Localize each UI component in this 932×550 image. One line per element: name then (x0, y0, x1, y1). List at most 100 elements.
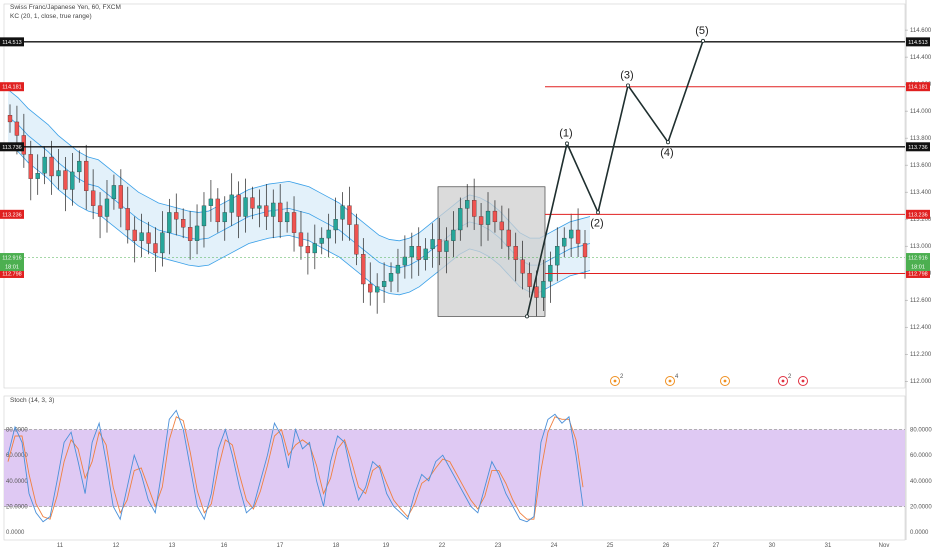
level-tag-label-right: 114.181 (908, 85, 927, 91)
candle-body (28, 154, 33, 179)
candle-body (146, 232, 151, 244)
price-tick-label: 113.200 (910, 217, 932, 223)
wave-node (525, 314, 530, 319)
x-tick-label: 24 (551, 543, 558, 549)
x-tick-label: 17 (277, 543, 284, 549)
price-tick-label: 112.400 (910, 325, 932, 331)
stoch-tick-left: 0.0000 (6, 530, 25, 536)
candle-body (222, 212, 227, 223)
wave-node (626, 83, 631, 88)
candle-body (257, 205, 262, 209)
wave-label-5: (5) (695, 25, 708, 37)
price-tick-label: 113.800 (910, 136, 932, 142)
stoch-tick-left: 20.0000 (6, 504, 28, 510)
wave-label-4: (4) (660, 147, 673, 159)
candle-body (575, 229, 581, 244)
candle-body (381, 281, 387, 287)
elliott-wave-path (526, 40, 704, 317)
x-tick-label: 16 (221, 543, 228, 549)
stoch-tick-left: 40.0000 (6, 479, 28, 485)
x-tick-label: 27 (713, 543, 720, 549)
level-tag-right (906, 82, 930, 92)
level-tag-left (0, 82, 24, 92)
stoch-tick-right: 60.0000 (910, 453, 932, 459)
event-marker-dot (613, 379, 617, 383)
price-tag-value-left: 112.916 (2, 256, 21, 262)
level-tag-label-left: 114.513 (2, 40, 21, 46)
event-marker-dot (781, 379, 785, 383)
candle-body (90, 190, 96, 206)
price-tick-label: 112.600 (910, 298, 932, 304)
stoch-tick-right: 20.0000 (910, 504, 932, 510)
event-marker-dot (801, 379, 805, 383)
candle-body (555, 246, 560, 266)
level-tag-label-right: 113.736 (908, 145, 927, 151)
candle-body (458, 208, 463, 231)
candle-body (77, 160, 82, 173)
indicator-legend: KC (20, 1, close, true range) (10, 13, 92, 20)
candle-body (437, 239, 442, 252)
price-tick-label: 114.600 (910, 28, 932, 34)
candle-body (568, 229, 574, 239)
stoch-tick-right: 80.0000 (910, 428, 932, 434)
candle-body (499, 221, 505, 231)
event-marker-dot (668, 379, 672, 383)
candle-body (125, 208, 130, 231)
candle-body (451, 229, 456, 241)
event-marker-count: 2 (788, 374, 792, 380)
candle-body (513, 246, 518, 260)
wave-node (565, 141, 570, 146)
stoch-legend: Stoch (14, 3, 3) (10, 397, 55, 404)
level-tag-label-right: 114.513 (908, 40, 927, 46)
level-tag-right (906, 268, 930, 278)
candle-body (208, 198, 214, 206)
candle-body (278, 202, 283, 223)
candle-body (354, 224, 359, 255)
candle-body (236, 194, 241, 217)
wave-node (596, 210, 601, 215)
candle-body (194, 225, 200, 241)
price-tick-label: 113.000 (910, 244, 932, 250)
candle-body (409, 246, 414, 258)
level-tag-right (906, 209, 930, 219)
candle-body (506, 229, 511, 247)
level-tag-left (0, 37, 24, 47)
x-tick-label: 22 (439, 543, 446, 549)
wave-label-1: (1) (559, 128, 572, 140)
candle-body (312, 243, 317, 254)
level-tag-left (0, 268, 24, 278)
x-tick-label: 13 (169, 543, 176, 549)
candle-body (485, 210, 491, 225)
candle-body (326, 229, 331, 239)
candle-body (250, 197, 255, 209)
symbol-title: Swiss Franc/Japanese Yen, 60, FXCM (10, 4, 121, 11)
wave-label-2: (2) (590, 217, 603, 229)
level-tag-label-right: 112.798 (908, 271, 927, 277)
x-tick-label: 23 (495, 543, 502, 549)
candle-body (97, 205, 103, 217)
candle-body (582, 243, 588, 258)
candle-body (153, 243, 158, 254)
candle-body (368, 283, 373, 293)
price-tick-label: 113.600 (910, 163, 932, 169)
stoch-d-line (7, 416, 584, 520)
stoch-k-line (7, 409, 584, 523)
event-marker-dot (723, 379, 727, 383)
candle-body (534, 286, 539, 298)
x-tick-label: 18 (333, 543, 340, 549)
candle-body (14, 121, 20, 136)
x-tick-label: 30 (769, 543, 776, 549)
candle-body (139, 232, 144, 241)
candle-body (340, 205, 345, 220)
candle-body (347, 205, 352, 225)
candle-body (174, 212, 179, 220)
level-tag-label-left: 113.736 (2, 145, 21, 151)
x-tick-label: 26 (663, 543, 670, 549)
candle-body (215, 198, 220, 223)
level-tag-label-left: 113.236 (2, 212, 21, 218)
candle-body (416, 246, 421, 260)
candle-body (160, 232, 165, 254)
candle-body (284, 212, 290, 223)
price-tick-label: 112.000 (910, 379, 932, 385)
